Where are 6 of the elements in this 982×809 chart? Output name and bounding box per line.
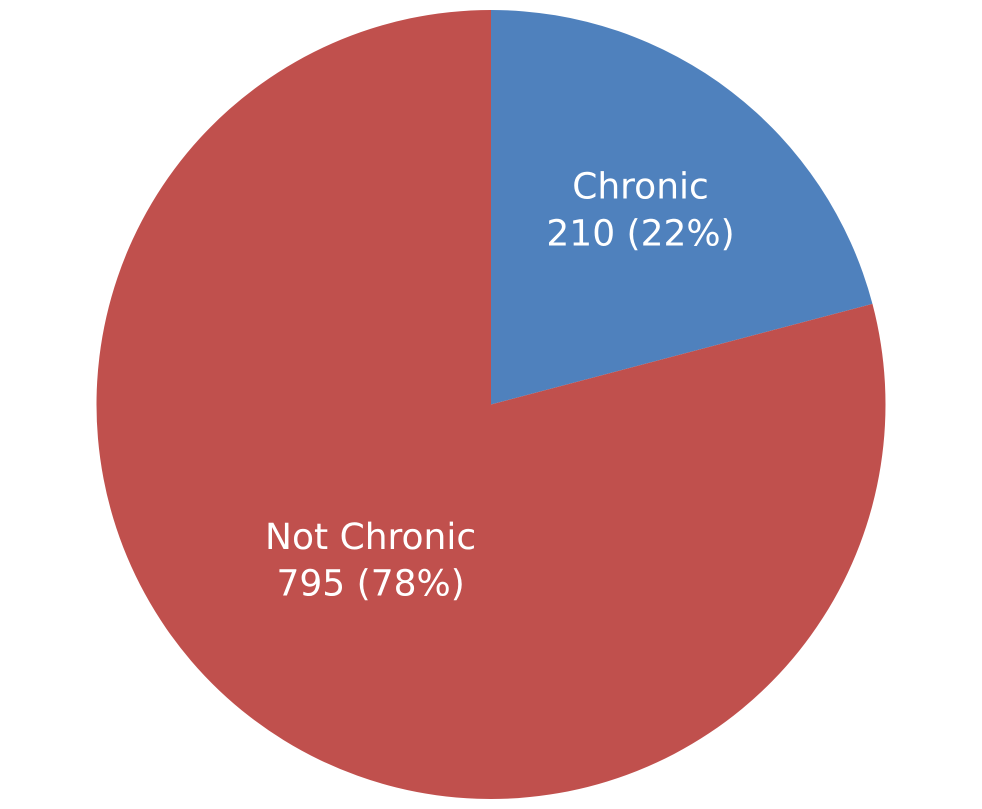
pie-slice [96, 10, 886, 799]
slice-label: Chronic [572, 166, 709, 208]
pie-slice [491, 10, 872, 404]
data-label: 210 (22%) [546, 213, 735, 254]
slice-label: Not Chronic [265, 516, 476, 558]
data-label: 795 (78%) [276, 564, 465, 605]
